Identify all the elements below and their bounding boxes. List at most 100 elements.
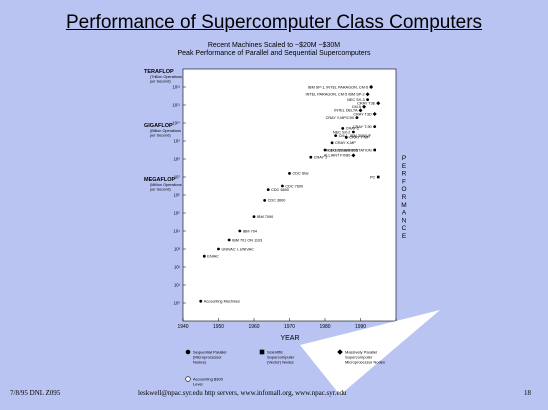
legend-marker-1 <box>259 349 265 355</box>
point-marker-20 <box>362 104 367 109</box>
legend-label-3-1: Level <box>193 382 203 387</box>
point-marker-25 <box>373 125 377 128</box>
point-marker-15 <box>344 136 348 139</box>
y-major-note-0-b: per Second) <box>150 80 171 84</box>
point-label-12: CRAY X-MP <box>335 141 356 145</box>
performance-letter-10: E <box>402 233 407 240</box>
legend-label-0-0: Sequential Parallel <box>193 350 226 355</box>
point-marker-0 <box>199 299 203 303</box>
performance-letter-2: R <box>402 171 407 178</box>
point-marker-6 <box>263 199 267 202</box>
point-label-17: ALLIANT FX/80 <box>324 154 351 158</box>
y-major-note-1-b: per Second) <box>150 134 171 138</box>
y-major-title-1: GIGAFLOP <box>144 123 173 129</box>
point-label-24: CRAY T3D <box>353 112 372 116</box>
point-marker-28 <box>376 101 381 106</box>
y-tick-label-4: 10⁸ <box>174 157 181 162</box>
point-marker-26 <box>373 148 376 152</box>
point-label-6: CDC 3600 <box>268 199 286 203</box>
white-wedge-decoration <box>300 310 440 395</box>
point-label-3: IBM 701 ON 1103 <box>232 238 262 242</box>
y-tick-label-2: 10¹⁰ <box>172 121 180 126</box>
point-label-19: INTEL DELTA <box>334 109 358 113</box>
legend: Sequential Parallel(MicroprocessorNodes)… <box>185 349 385 387</box>
legend-label-0-2: Nodes) <box>193 360 207 365</box>
point-label-7: CDC 6600 <box>271 188 289 192</box>
y-major-note-2-a: (Million Operations <box>150 183 182 187</box>
performance-letter-7: A <box>402 210 407 217</box>
point-marker-17 <box>351 153 356 158</box>
y-major-title-0: TERAFLOP <box>144 69 174 75</box>
point-marker-10 <box>309 155 313 159</box>
point-marker-14 <box>341 126 345 130</box>
y-axis-ticks: 10¹² 10¹¹ 10¹⁰ 10⁹ 10⁸ 10⁷ 10⁶ 10⁵ 10⁴ 10³ 10² 10¹ 1… <box>172 85 186 306</box>
y-tick-label-0: 10¹² <box>173 85 181 90</box>
x-tick-label-3: 1970 <box>284 324 295 330</box>
point-label-9: CDC Star <box>293 172 310 176</box>
point-label-27: PC <box>370 175 376 179</box>
point-marker-13 <box>334 134 338 138</box>
point-marker-8 <box>281 184 284 188</box>
point-label-2: UNIVAC I, UNIVAC <box>222 247 255 251</box>
y-tick-label-5: 10⁷ <box>174 175 181 180</box>
point-marker-18 <box>355 116 359 119</box>
point-label-8: CDC 7600 <box>285 184 303 188</box>
point-label-20: CM-5 <box>352 105 361 109</box>
y-tick-label-9: 10³ <box>174 247 181 252</box>
footer-page-number: 18 <box>524 389 531 397</box>
point-label-16: NEC SX-2 <box>333 130 351 134</box>
y-tick-label-3: 10⁹ <box>174 139 181 144</box>
legend-label-1-0: Scientific <box>267 350 283 355</box>
point-label-1: ENIAC <box>207 255 219 259</box>
performance-letter-1: E <box>402 163 407 170</box>
slide-subtitle-1: Recent Machines Scaled to ~$20M ~$30M <box>207 42 341 49</box>
point-marker-4 <box>238 229 242 233</box>
point-label-14: CRAY-2 <box>346 127 359 131</box>
point-marker-21 <box>366 98 369 101</box>
point-label-22: INTEL PARAGON, CM-5 IBM SP-2 <box>306 93 365 97</box>
point-label-5: IBM 7090 <box>257 215 273 219</box>
y-tick-label-11: 10¹ <box>174 283 181 288</box>
y-tick-label-8: 10⁴ <box>174 229 181 234</box>
point-label-28: CRAY T3E <box>357 102 376 106</box>
point-marker-11 <box>323 148 327 152</box>
point-marker-1 <box>202 254 206 258</box>
point-label-25: CRAY T-90 <box>353 125 372 129</box>
legend-marker-3 <box>185 376 191 382</box>
point-label-11: CDC CYBER 205 <box>328 148 358 152</box>
point-marker-5 <box>252 215 256 219</box>
y-tick-label-10: 10² <box>174 265 181 270</box>
performance-letter-3: F <box>402 178 406 185</box>
y-major-title-2: MEGAFLOP <box>144 177 175 183</box>
point-marker-7 <box>266 188 270 192</box>
point-label-13: CM-1, IBM 3090VF <box>339 134 372 138</box>
x-tick-label-0: 1940 <box>177 324 188 330</box>
slide-subtitle-2: Peak Performance of Parallel and Sequent… <box>177 50 371 57</box>
y-tick-label-6: 10⁶ <box>174 193 181 198</box>
performance-letter-9: C <box>402 225 407 232</box>
legend-label-1-1: Supercomputer <box>267 355 295 360</box>
x-tick-label-2: 1960 <box>248 324 259 330</box>
performance-letter-6: M <box>401 202 406 209</box>
y-tick-label-1: 10¹¹ <box>173 103 181 108</box>
footer-contact: leskwell@npac.syr.edu http servers, www.… <box>138 389 347 397</box>
legend-label-0-1: (Microprocessor <box>193 355 222 360</box>
legend-marker-2 <box>337 349 343 355</box>
legend-label-2-1: Supercomputer <box>345 355 373 360</box>
slide-title: Performance of Supercomputer Class Compu… <box>65 12 483 33</box>
point-marker-22 <box>365 92 370 97</box>
x-tick-label-1: 1950 <box>213 324 224 330</box>
point-marker-3 <box>227 238 231 242</box>
point-marker-19 <box>358 108 363 113</box>
point-label-10: CRAY 1 <box>314 156 327 160</box>
y-tick-label-12: 10⁰ <box>174 301 181 306</box>
x-tick-label-4: 1980 <box>319 324 330 330</box>
point-label-21: NEC SX-3 <box>347 98 365 102</box>
point-marker-27 <box>376 175 380 179</box>
legend-label-2-0: Massively Parallel <box>345 350 377 355</box>
point-marker-16 <box>352 130 355 134</box>
